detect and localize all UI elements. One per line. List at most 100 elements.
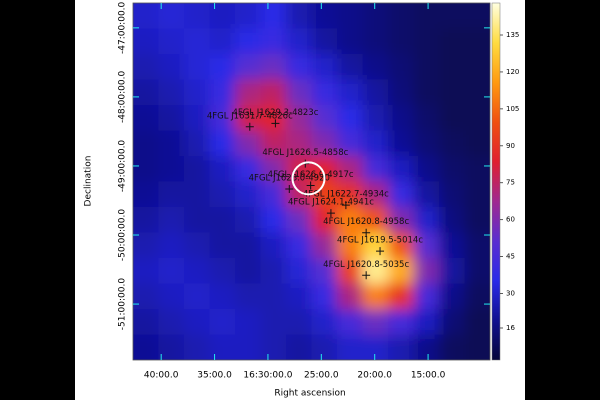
heat-cell [311,181,338,208]
heat-cell [337,334,364,360]
heat-cell [209,28,236,55]
heat-cell [235,28,262,55]
heat-cell [464,130,490,157]
heat-cell [184,283,211,310]
heat-cell [362,105,389,132]
heat-cell [133,156,160,183]
heat-cell [133,232,160,259]
heat-cell [286,156,313,183]
heat-cell [464,283,490,310]
heat-cell [337,130,364,157]
heat-cell [209,54,236,81]
source-label: 4FGL J1622.7-4934c [303,190,389,200]
heat-cell [158,79,185,106]
heat-cell [235,232,262,259]
heat-cell [260,309,287,336]
heat-cell [388,54,415,81]
heat-cell [158,181,185,208]
heat-cell [362,28,389,55]
heat-cell [439,130,466,157]
heat-cell [235,258,262,285]
source-label: 4FGL J1620.8-4958c [323,217,409,227]
heat-cell [286,28,313,55]
heat-cell [413,283,440,310]
heat-cell [311,130,338,157]
heat-cell [362,283,389,310]
heat-cell [158,3,185,30]
heat-cell [235,309,262,336]
heat-cell [158,28,185,55]
heat-cell [260,283,287,310]
source-label: 4FGL J1626.0-4917c [268,170,354,180]
heat-cell [464,181,490,208]
heat-cell [133,28,160,55]
heat-cell [209,3,236,30]
heat-cell [362,54,389,81]
heat-cell [464,28,490,55]
heat-cell [235,79,262,106]
heat-cell [286,232,313,259]
heat-cell [439,232,466,259]
heat-cell [209,130,236,157]
colorbar-tick-label: 16 [506,324,515,332]
heat-cell [464,334,490,360]
heat-cell [388,207,415,234]
source-label: 4FGL J1629.3-4823c [232,108,318,118]
source-label: 4FGL J1624.1-4941c [288,198,374,208]
heat-cell [311,258,338,285]
heat-cell [413,181,440,208]
heat-cell [286,309,313,336]
heat-cell [209,207,236,234]
heat-cell [209,334,236,360]
source-marker [285,184,294,193]
heat-cell [388,105,415,132]
heat-cell [260,3,287,30]
heat-cell [362,3,389,30]
colorbar-tick-label: 75 [506,179,515,187]
x-tick-label: 40:00.0 [144,371,179,381]
colorbar-tick-label: 45 [506,253,515,261]
heat-cell [260,334,287,360]
heat-cell [311,232,338,259]
source-marker [245,122,254,131]
heat-cell [388,334,415,360]
colorbar [491,2,501,361]
heat-cell [133,54,160,81]
source-marker [362,271,371,280]
heat-cell [388,181,415,208]
source-label: 4FGL J1626.5-4858c [262,148,348,158]
heat-cell [337,181,364,208]
heat-cell [413,28,440,55]
heat-cell [158,309,185,336]
heat-cell [184,258,211,285]
heat-cell [439,207,466,234]
heat-cell [133,258,160,285]
heat-cell [235,3,262,30]
heat-cell [260,232,287,259]
heat-cell [311,3,338,30]
heat-cell [235,207,262,234]
x-tick-label: 15:00.0 [411,371,446,381]
heat-cell [413,309,440,336]
heat-cell [413,232,440,259]
heat-cell [464,232,490,259]
heat-cell [184,54,211,81]
heat-cell [439,3,466,30]
colorbar-tick-label: 60 [506,216,515,224]
colorbar-tick-label: 105 [506,105,519,113]
heat-cell [439,79,466,106]
heat-cell [413,207,440,234]
heat-cell [260,156,287,183]
heat-cell [413,54,440,81]
heat-cell [388,283,415,310]
source-label: 4FGL J1620.8-5035c [323,260,409,270]
heat-cell [286,54,313,81]
x-axis-label: Right ascension [274,389,345,399]
heat-cell [184,334,211,360]
heat-cell [209,283,236,310]
heat-cell [209,79,236,106]
heat-cell [439,258,466,285]
heat-cell [235,181,262,208]
heat-cell [184,309,211,336]
heat-cell [439,309,466,336]
